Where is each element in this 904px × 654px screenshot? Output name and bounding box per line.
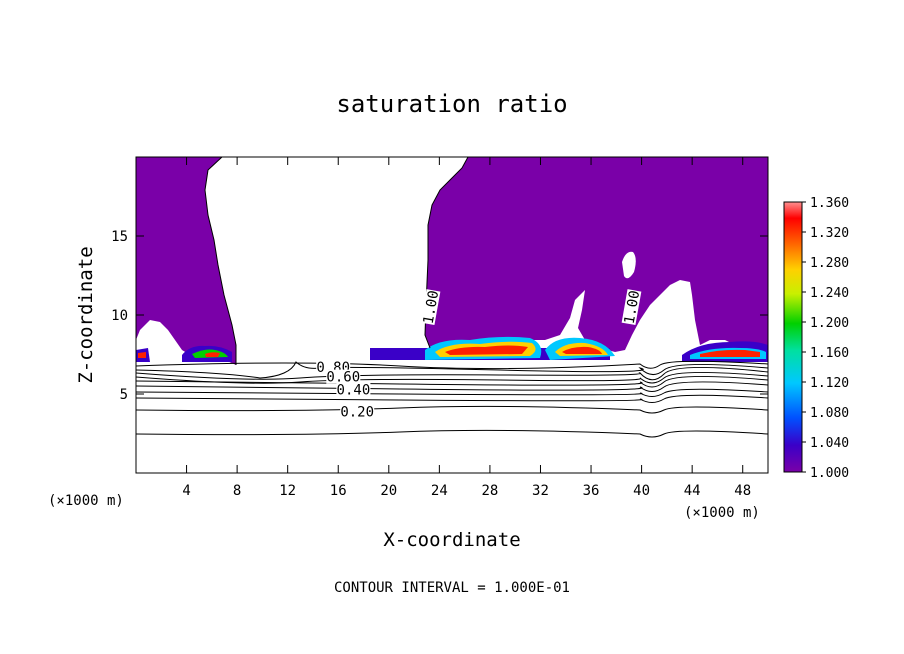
contour-label-bg bbox=[621, 289, 642, 326]
x-tick-label: 32 bbox=[532, 483, 549, 499]
x-tick-label: 44 bbox=[684, 483, 701, 499]
contour-label: 1.00 bbox=[622, 289, 644, 325]
x-tick-label: 40 bbox=[633, 483, 650, 499]
colorbar bbox=[783, 201, 803, 473]
colorbar-tick-label: 1.120 bbox=[810, 376, 849, 391]
x-axis-label: X-coordinate bbox=[383, 529, 520, 551]
contour-label-bg bbox=[340, 404, 375, 419]
y-tick-label: 5 bbox=[120, 387, 128, 403]
x-tick-label: 8 bbox=[233, 483, 241, 499]
x-tick-label: 12 bbox=[279, 483, 296, 499]
y-tick-label: 10 bbox=[111, 308, 128, 324]
contour-interval-note: CONTOUR INTERVAL = 1.000E-01 bbox=[334, 580, 570, 596]
contour-label: 0.20 bbox=[340, 404, 374, 420]
contour-label: 0.40 bbox=[337, 382, 371, 398]
cloud-region-left bbox=[136, 157, 236, 365]
colorbar-tick-label: 1.320 bbox=[810, 226, 849, 241]
x-tick-label: 48 bbox=[734, 483, 751, 499]
y-axis-label: Z-coordinate bbox=[75, 246, 97, 383]
contour-label: 1.00 bbox=[421, 289, 443, 325]
contour-label-bg bbox=[336, 382, 371, 397]
cloud-region-right bbox=[425, 157, 768, 355]
colorbar-tick-label: 1.240 bbox=[810, 286, 849, 301]
x-tick-label: 4 bbox=[182, 483, 190, 499]
colorbar-tick-label: 1.000 bbox=[810, 466, 849, 481]
contour-label-bg bbox=[420, 289, 441, 326]
x-tick-label: 36 bbox=[583, 483, 600, 499]
x-tick-label: 24 bbox=[431, 483, 448, 499]
x-tick-label: 20 bbox=[380, 483, 397, 499]
x-unit-right: (×1000 m) bbox=[684, 505, 760, 521]
colorbar-ticks: 1.000 1.040 1.080 1.120 1.160 1.200 1.240 1.280… bbox=[802, 196, 849, 481]
x-tick-label: 16 bbox=[330, 483, 347, 499]
colorbar-tick-label: 1.160 bbox=[810, 346, 849, 361]
contour-lines bbox=[136, 360, 768, 438]
contour-labels: 0.800.600.400.201.00 1.00 bbox=[316, 289, 643, 420]
colorbar-tick-label: 1.360 bbox=[810, 196, 849, 211]
x-unit-left: (×1000 m) bbox=[48, 493, 124, 509]
x-tick-label: 28 bbox=[481, 483, 498, 499]
colorbar-tick-label: 1.280 bbox=[810, 256, 849, 271]
y-tick-label: 15 bbox=[111, 229, 128, 245]
colorbar-tick-label: 1.200 bbox=[810, 316, 849, 331]
contour-label-bg bbox=[326, 369, 361, 384]
colorbar-tick-label: 1.080 bbox=[810, 406, 849, 421]
plot-area bbox=[136, 157, 768, 473]
contour-label: 0.60 bbox=[326, 370, 360, 386]
x-axis-ticks: 4 8 12 16 20 24 28 32 36 40 44 48 bbox=[182, 157, 751, 499]
chart-title: saturation ratio bbox=[336, 90, 567, 118]
colorbar-tick-label: 1.040 bbox=[810, 436, 849, 451]
y-axis-ticks: 5 10 15 bbox=[111, 229, 768, 403]
